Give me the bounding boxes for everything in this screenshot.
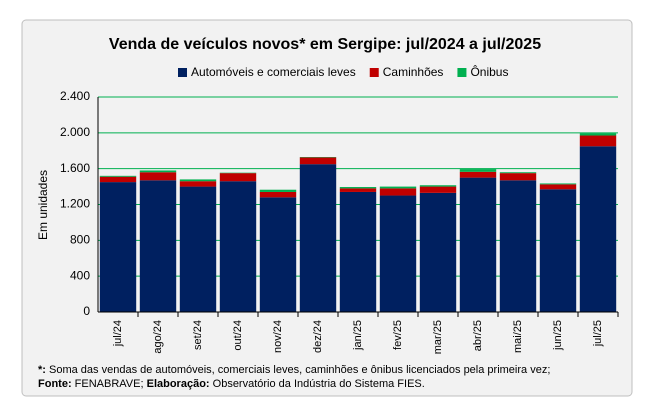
bar-segment xyxy=(220,181,256,312)
legend-swatch xyxy=(178,68,187,77)
source-text: FENABRAVE; xyxy=(75,378,144,390)
bar-segment xyxy=(500,172,536,173)
bar-segment xyxy=(420,193,456,312)
bar-segment xyxy=(500,173,536,180)
source-label: Fonte: xyxy=(38,378,72,390)
source: Fonte: FENABRAVE; Elaboração: Observatór… xyxy=(38,378,425,390)
bar-segment xyxy=(460,169,496,172)
bar-segment xyxy=(140,180,176,312)
bar-segment xyxy=(380,196,416,312)
y-tick-label: 400 xyxy=(70,268,90,282)
bar-segment xyxy=(100,182,136,312)
bar-segment xyxy=(220,173,256,181)
bar-segment xyxy=(540,183,576,184)
legend-label: Ônibus xyxy=(470,64,508,79)
x-tick-label: jun/25 xyxy=(552,320,564,351)
bar-segment xyxy=(140,172,176,180)
legend-label: Caminhões xyxy=(383,65,444,79)
bar-segment xyxy=(260,190,296,192)
note: Soma das vendas de automóveis, comerciai… xyxy=(49,364,550,376)
bar-segment xyxy=(340,187,376,188)
bar-segment xyxy=(540,189,576,312)
bar-segment xyxy=(340,188,376,192)
bar-segment xyxy=(460,178,496,312)
legend-swatch xyxy=(370,68,379,77)
y-axis-label: Em unidades xyxy=(36,170,50,240)
bar-segment xyxy=(100,176,136,177)
x-tick-label: jul/24 xyxy=(112,320,124,347)
x-tick-label: ago/24 xyxy=(152,320,164,354)
x-tick-label: abr/25 xyxy=(472,320,484,351)
x-tick-label: mar/25 xyxy=(432,320,444,354)
x-tick-label: out/24 xyxy=(232,320,244,351)
y-tick-label: 1.200 xyxy=(60,197,90,211)
bar-segment xyxy=(580,136,616,147)
y-tick-label: 0 xyxy=(83,304,90,318)
legend-swatch xyxy=(457,68,466,77)
bar-segment xyxy=(540,184,576,189)
x-tick-label: mai/25 xyxy=(512,320,524,353)
bar-segment xyxy=(580,146,616,312)
x-tick-label: jan/25 xyxy=(352,320,364,351)
bar-segment xyxy=(460,172,496,178)
credit-text: Observatório da Indústria do Sistema FIE… xyxy=(213,378,425,390)
legend-label: Automóveis e comerciais leves xyxy=(191,65,356,79)
bar-segment xyxy=(340,192,376,312)
chart-title: Venda de veículos novos* em Sergipe: jul… xyxy=(109,36,541,53)
bar-segment xyxy=(180,187,216,312)
note-label: *: xyxy=(38,364,46,376)
bar-segment xyxy=(140,170,176,172)
bar-segment xyxy=(180,179,216,181)
bar-segment xyxy=(180,181,216,186)
bar-segment xyxy=(380,188,416,195)
bar-segment xyxy=(260,192,296,197)
bar-segment xyxy=(300,164,336,312)
bar-segment xyxy=(500,180,536,312)
x-tick-label: nov/24 xyxy=(272,320,284,353)
credit-label: Elaboração: xyxy=(147,378,210,390)
y-tick-label: 1.600 xyxy=(60,161,90,175)
y-tick-label: 2.000 xyxy=(60,125,90,139)
bar-segment xyxy=(380,187,416,189)
x-tick-label: set/24 xyxy=(192,320,204,350)
y-tick-label: 800 xyxy=(70,233,90,247)
bar-segment xyxy=(420,185,456,186)
x-tick-label: dez/24 xyxy=(312,320,324,353)
bar-segment xyxy=(100,177,136,182)
bar-segment xyxy=(420,187,456,193)
x-tick-label: jul/25 xyxy=(592,320,604,347)
x-tick-label: fev/25 xyxy=(392,320,404,350)
footnote: *: Soma das vendas de automóveis, comerc… xyxy=(38,364,550,376)
bar-segment xyxy=(260,197,296,312)
bar-segment xyxy=(580,133,616,135)
y-tick-label: 2.400 xyxy=(60,89,90,103)
bar-segment xyxy=(300,157,336,164)
